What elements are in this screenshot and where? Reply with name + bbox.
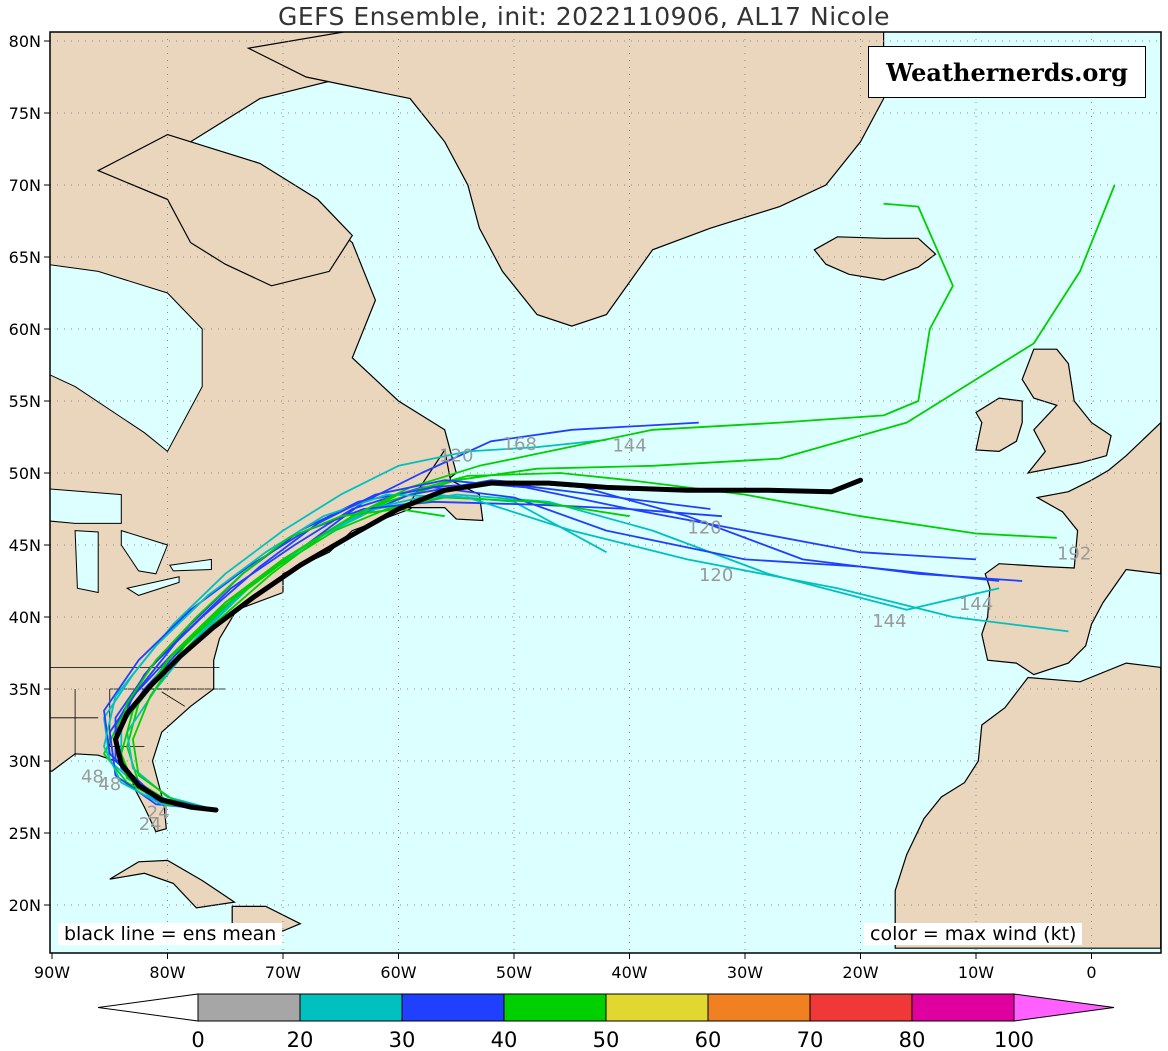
lon-tick-label: 20W [842,963,878,982]
lat-tick-label: 25N [9,824,41,843]
colorbar-label: 0 [191,1028,204,1051]
map-frame [49,31,1162,954]
baffin-island [96,133,354,287]
inland-water [168,558,212,572]
member-track [103,439,607,811]
forecast-hour-label: 24 [139,814,162,835]
colorbar-bin [605,993,709,1022]
axis-ticks: 80N 75N 70N 65N 60N 55N 50N 45N 40N 35N 30N 25N 20N 9… [9,32,1097,982]
lon-tick-label: 10W [958,963,994,982]
colorbar-label: 100 [994,1028,1034,1051]
forecast-hour-label: 144 [872,611,906,632]
forecast-hour-label: 144 [612,435,646,456]
inland-water [50,264,203,453]
lat-tick-label: 35N [9,680,41,699]
cuba [109,859,237,909]
lat-tick-label: 40N [9,608,41,627]
colorbar-bin [401,993,505,1022]
inland-water [74,530,99,594]
forecast-hour-label: 144 [959,594,993,615]
member-track [103,500,722,811]
lat-tick-label: 20N [9,896,41,915]
ensemble-mean-track [113,477,863,813]
colorbar-low-arrow [97,993,199,1022]
mean-line-note: black line = ens mean [58,923,283,945]
mean-track-line [113,477,863,813]
colorbar-label: 20 [287,1028,314,1051]
colorbar-bin [299,993,403,1022]
greenland [246,32,885,327]
lon-tick-label: 0 [1086,963,1096,982]
inland-water [50,488,122,524]
brand-label: Weathernerds.org [868,46,1146,98]
colorbar-label: 60 [695,1028,722,1051]
land-masses [50,32,1161,949]
inland-water [120,529,169,575]
ireland [975,397,1023,453]
forecast-hour-label: 120 [687,517,721,538]
forecast-hour-label: 48 [81,767,104,788]
colorbar-bin [197,993,301,1022]
colorbar-label: 50 [593,1028,620,1051]
colorbar-label: 40 [491,1028,518,1051]
lon-tick-label: 90W [34,963,70,982]
colorbar-label: 30 [389,1028,416,1051]
colorbar-bin [809,993,913,1022]
forecast-hour-label: 120 [439,445,473,466]
lon-tick-label: 50W [496,963,532,982]
wind-colorbar: 0 20 30 40 50 60 70 80 100 [97,993,1115,1051]
lat-tick-label: 45N [9,536,41,555]
lon-tick-label: 40W [611,963,647,982]
colorbar-bin [911,993,1015,1022]
forecast-hour-label: 192 [1057,543,1091,564]
colorbar-bin [503,993,607,1022]
member-track [103,493,1069,811]
member-track [131,202,954,811]
forecast-hour-label: 168 [503,434,537,455]
lon-tick-label: 70W [265,963,301,982]
lon-tick-label: 60W [380,963,416,982]
colorbar-bin [707,993,811,1022]
great-britain [1021,348,1112,474]
colorbar-label: 80 [899,1028,926,1051]
lat-tick-label: 30N [9,752,41,771]
colorbar-label: 70 [797,1028,824,1051]
lon-tick-label: 80W [149,963,185,982]
lat-tick-label: 70N [9,176,41,195]
lon-tick-label: 30W [727,963,763,982]
forecast-hour-label: 48 [98,774,121,795]
lat-tick-label: 65N [9,248,41,267]
chart-title: GEFS Ensemble, init: 2022110906, AL17 Ni… [277,2,891,31]
iceland [813,236,937,281]
lat-tick-label: 80N [9,32,41,51]
lat-tick-label: 75N [9,104,41,123]
colorbar-high-arrow [1013,993,1115,1022]
forecast-hour-label: 24 [147,803,170,824]
inland-water [125,576,180,596]
state-border [161,691,186,707]
forecast-hour-label: 120 [699,565,733,586]
lat-tick-label: 55N [9,392,41,411]
color-note: color = max wind (kt) [864,923,1083,945]
africa [894,662,1161,949]
lat-tick-label: 60N [9,320,41,339]
lat-tick-label: 50N [9,464,41,483]
